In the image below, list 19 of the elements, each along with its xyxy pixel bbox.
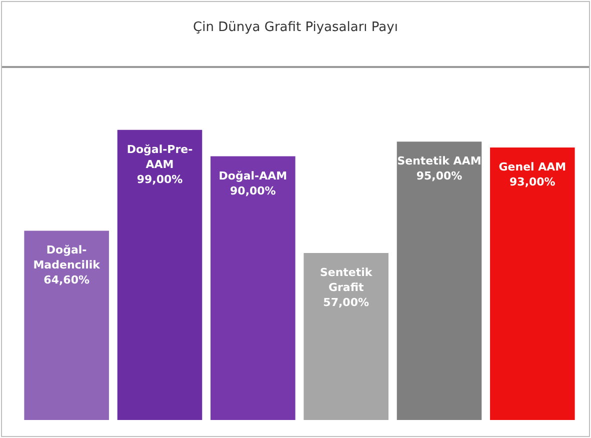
x-tick-label: Sentetik Grafit (320, 266, 373, 294)
bar (24, 230, 109, 420)
data-label: 93,00% (510, 176, 556, 189)
bar (396, 142, 482, 420)
x-tick-label: Doğal-Pre-AAM (126, 142, 193, 171)
chart-title: Çin Dünya Grafit Piyasaları Payı (193, 20, 398, 35)
bar (117, 130, 202, 420)
x-tick-label: Doğal-AAM (218, 169, 288, 182)
bar (210, 156, 296, 420)
data-label: 90,00% (230, 184, 276, 198)
data-label: 99,00% (136, 172, 183, 186)
data-label: 64,60% (44, 274, 90, 287)
data-label: 57,00% (323, 296, 369, 309)
bar (490, 148, 575, 420)
data-label: 95,00% (416, 170, 462, 183)
x-tick-label: Genel AAM (498, 160, 566, 174)
bar (304, 252, 388, 420)
x-tick-label: Doğal-Madencilik (33, 244, 101, 272)
x-tick-label: Sentetik AAM (397, 154, 482, 168)
